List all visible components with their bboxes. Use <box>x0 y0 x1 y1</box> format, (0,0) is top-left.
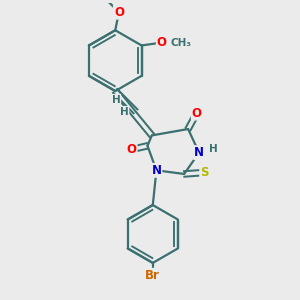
Text: S: S <box>200 166 209 179</box>
Text: N: N <box>152 164 161 177</box>
Text: N: N <box>194 146 204 159</box>
Text: O: O <box>192 106 202 120</box>
Text: H: H <box>209 144 218 154</box>
Text: O: O <box>157 36 167 49</box>
Text: CH₃: CH₃ <box>171 38 192 48</box>
Text: O: O <box>127 143 136 156</box>
Text: H: H <box>120 107 128 117</box>
Text: H: H <box>112 95 120 105</box>
Text: O: O <box>114 6 124 19</box>
Text: Br: Br <box>146 269 160 282</box>
